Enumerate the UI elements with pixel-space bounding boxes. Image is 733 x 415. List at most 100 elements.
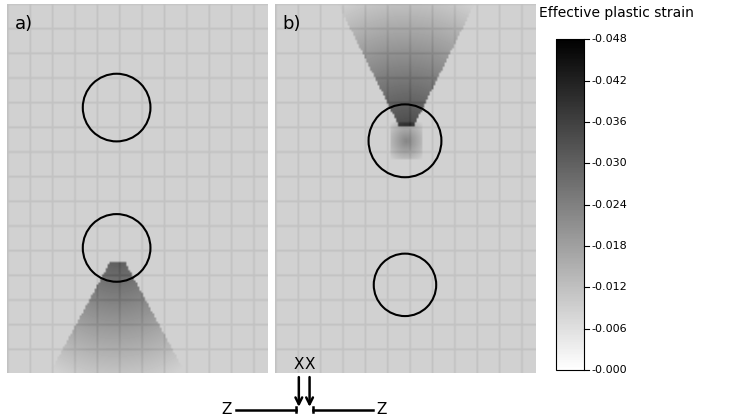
Bar bbox=[556, 233, 583, 234]
Bar bbox=[556, 102, 583, 104]
Bar bbox=[556, 289, 583, 290]
Bar bbox=[556, 154, 583, 155]
Text: -0.006: -0.006 bbox=[592, 324, 627, 334]
Bar bbox=[556, 360, 583, 362]
Bar bbox=[556, 144, 583, 145]
Bar bbox=[556, 364, 583, 365]
Bar bbox=[556, 173, 583, 175]
Text: -0.042: -0.042 bbox=[592, 76, 627, 86]
Bar bbox=[556, 300, 583, 302]
Text: -0.036: -0.036 bbox=[592, 117, 627, 127]
Text: b): b) bbox=[283, 15, 301, 33]
Bar bbox=[556, 274, 583, 276]
Bar bbox=[556, 160, 583, 162]
Bar bbox=[556, 152, 583, 154]
Bar bbox=[556, 349, 583, 350]
Bar bbox=[556, 43, 583, 44]
Bar bbox=[556, 170, 583, 172]
Bar bbox=[556, 168, 583, 170]
Bar bbox=[556, 236, 583, 238]
Bar bbox=[556, 269, 583, 271]
Bar bbox=[556, 44, 583, 46]
Bar bbox=[556, 352, 583, 354]
Bar bbox=[556, 89, 583, 90]
Bar bbox=[556, 74, 583, 76]
Bar bbox=[556, 347, 583, 349]
Bar bbox=[556, 97, 583, 99]
Bar bbox=[556, 287, 583, 289]
Bar bbox=[556, 317, 583, 319]
Text: Z: Z bbox=[376, 402, 386, 415]
Bar bbox=[556, 79, 583, 81]
Bar bbox=[556, 256, 583, 258]
Bar bbox=[556, 137, 583, 139]
Bar bbox=[556, 283, 583, 284]
Bar bbox=[556, 239, 583, 241]
Bar bbox=[556, 261, 583, 263]
Bar bbox=[556, 124, 583, 125]
Bar bbox=[556, 231, 583, 233]
Bar bbox=[556, 145, 583, 147]
Bar bbox=[556, 334, 583, 335]
Bar bbox=[556, 94, 583, 95]
Bar bbox=[556, 84, 583, 85]
Bar bbox=[556, 122, 583, 124]
Bar bbox=[556, 225, 583, 226]
Bar bbox=[556, 61, 583, 63]
Bar bbox=[556, 71, 583, 73]
Bar bbox=[556, 180, 583, 182]
Text: X: X bbox=[294, 357, 304, 372]
Bar bbox=[556, 248, 583, 249]
Bar bbox=[556, 302, 583, 304]
Bar bbox=[556, 213, 583, 215]
Bar bbox=[556, 149, 583, 150]
Bar bbox=[556, 254, 583, 256]
Bar bbox=[556, 295, 583, 297]
Bar bbox=[556, 167, 583, 168]
Bar bbox=[556, 172, 583, 173]
Bar bbox=[556, 46, 583, 48]
Bar bbox=[556, 119, 583, 120]
Bar bbox=[556, 68, 583, 69]
Bar bbox=[556, 201, 583, 203]
Bar bbox=[556, 234, 583, 236]
Bar bbox=[556, 87, 583, 89]
Bar bbox=[556, 95, 583, 97]
Bar bbox=[556, 182, 583, 183]
Bar bbox=[556, 159, 583, 160]
Bar bbox=[556, 177, 583, 178]
Bar bbox=[556, 107, 583, 109]
Bar bbox=[556, 129, 583, 130]
Bar bbox=[556, 228, 583, 229]
Bar bbox=[556, 195, 583, 196]
Bar bbox=[556, 312, 583, 314]
Bar bbox=[556, 59, 583, 61]
Bar bbox=[556, 337, 583, 339]
Bar bbox=[556, 69, 583, 71]
Bar bbox=[556, 135, 583, 137]
Bar bbox=[556, 56, 583, 58]
Bar bbox=[556, 350, 583, 352]
Bar bbox=[556, 276, 583, 278]
Bar bbox=[556, 49, 583, 51]
Bar bbox=[556, 327, 583, 329]
Bar bbox=[556, 76, 583, 78]
Bar bbox=[556, 271, 583, 273]
Bar bbox=[556, 206, 583, 208]
Bar bbox=[556, 115, 583, 117]
Bar bbox=[556, 355, 583, 357]
Bar bbox=[556, 319, 583, 320]
Bar bbox=[556, 54, 583, 56]
Bar bbox=[556, 266, 583, 268]
Text: -0.024: -0.024 bbox=[592, 200, 627, 210]
Bar bbox=[556, 241, 583, 243]
Bar bbox=[556, 196, 583, 198]
Bar bbox=[556, 200, 583, 201]
Bar bbox=[556, 279, 583, 281]
Bar bbox=[556, 203, 583, 205]
Bar bbox=[556, 339, 583, 340]
Bar bbox=[556, 263, 583, 264]
Text: -0.012: -0.012 bbox=[592, 282, 627, 293]
Bar bbox=[556, 286, 583, 287]
Bar bbox=[556, 314, 583, 315]
